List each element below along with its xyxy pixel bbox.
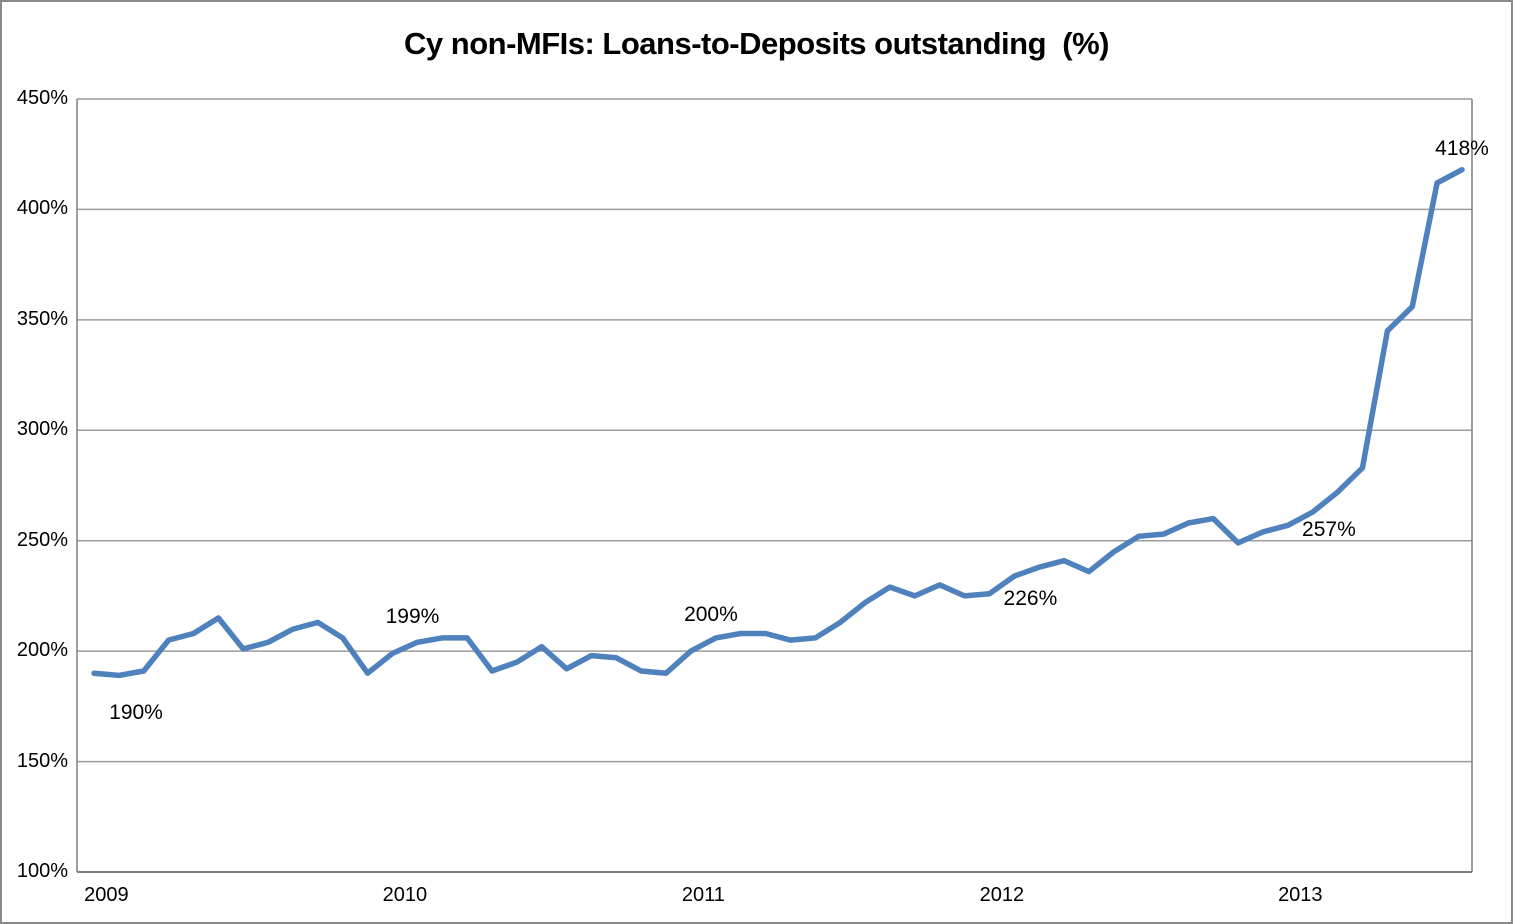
y-axis-tick-label: 150% [16,749,68,772]
y-axis-tick-label: 450% [16,87,68,109]
x-axis-tick-label: 2009 [84,884,129,906]
point-label: 200% [684,603,738,627]
chart-title: Cy non-MFIs: Loans-to-Deposits outstandi… [404,26,1109,61]
x-axis-tick-label: 2012 [979,884,1025,906]
y-axis-tick-label: 400% [16,197,68,220]
loans-to-deposits-line [91,166,1465,679]
y-axis-tick-label: 200% [16,639,68,662]
point-label: 226% [1003,586,1058,610]
y-axis-tick-label: 250% [16,528,68,551]
point-label: 190% [109,701,163,725]
point-label: 199% [385,605,440,629]
y-axis-tick-label: 100% [16,860,68,882]
point-label: 418% [1435,136,1489,160]
x-axis-tick-label: 2010 [382,884,428,906]
point-label: 257% [1302,518,1356,542]
y-axis-tick-label: 350% [16,307,68,330]
x-axis-tick-label: 2013 [1278,884,1323,906]
y-axis-tick-label: 300% [16,418,68,441]
x-axis-tick-label: 2011 [681,884,725,906]
